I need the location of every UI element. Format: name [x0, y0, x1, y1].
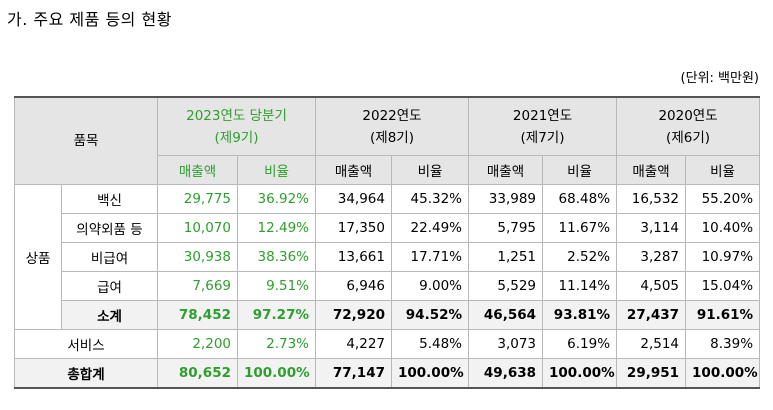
cell: 80,652 — [157, 358, 238, 389]
row-name: 급여 — [61, 271, 158, 301]
cell: 55.20% — [685, 184, 761, 214]
service-row: 서비스 2,200 2.73% 4,227 5.48% 3,073 6.19% … — [14, 329, 761, 359]
cell: 77,147 — [315, 358, 392, 389]
cell: 34,964 — [315, 184, 392, 214]
header-sales: 매출액 — [616, 155, 687, 185]
period-term: (제8기) — [370, 129, 414, 146]
subtotal-row: 소계 78,452 97.27% 72,920 94.52% 46,564 93… — [15, 300, 761, 330]
unit-label: (단위: 백만원) — [680, 71, 759, 86]
cell: 10.40% — [685, 213, 761, 243]
cell: 46,564 — [468, 300, 544, 330]
row-name: 의약외품 등 — [61, 213, 158, 243]
cell: 11.14% — [542, 271, 618, 301]
group-label: 상품 — [14, 184, 62, 330]
row-name: 비급여 — [61, 242, 158, 272]
header-period-2023: 2023연도 당분기 (제9기) — [157, 96, 316, 156]
cell: 11.67% — [542, 213, 618, 243]
cell: 38.36% — [237, 242, 316, 272]
header-item: 품목 — [14, 96, 158, 185]
cell: 97.27% — [237, 300, 316, 330]
cell: 30,938 — [157, 242, 238, 272]
cell: 10.97% — [685, 242, 761, 272]
cell: 5,795 — [468, 213, 544, 243]
cell: 8.39% — [685, 329, 761, 359]
period-term: (제9기) — [214, 129, 259, 146]
header-sales: 매출액 — [315, 155, 392, 185]
cell: 100.00% — [390, 358, 470, 389]
total-row: 총합계 80,652 100.00% 77,147 100.00% 49,638… — [14, 358, 761, 389]
table-row: 급여 7,669 9.51% 6,946 9.00% 5,529 11.14% … — [15, 271, 761, 301]
row-name: 소계 — [61, 300, 158, 330]
cell: 6.19% — [542, 329, 618, 359]
header-ratio: 비율 — [237, 155, 316, 185]
header-sales: 매출액 — [468, 155, 544, 185]
row-name: 총합계 — [14, 358, 158, 389]
cell: 5.48% — [390, 329, 470, 359]
cell: 4,227 — [315, 329, 392, 359]
header-period-2022: 2022연도 (제8기) — [314, 96, 470, 156]
header-period-2021: 2021연도 (제7기) — [468, 96, 618, 156]
cell: 9.51% — [237, 271, 316, 301]
cell: 2.73% — [237, 329, 316, 359]
row-name: 서비스 — [14, 329, 158, 359]
period-term: (제6기) — [666, 129, 711, 146]
cell: 45.32% — [390, 184, 470, 214]
cell: 2.52% — [542, 242, 618, 272]
cell: 93.81% — [542, 300, 618, 330]
period-year: 2022연도 — [362, 107, 422, 124]
header-ratio: 비율 — [685, 155, 761, 185]
cell: 15.04% — [685, 271, 761, 301]
period-year: 2021연도 — [512, 107, 573, 124]
table-row: 의약외품 등 10,070 12.49% 17,350 22.49% 5,795… — [15, 213, 761, 243]
cell: 3,287 — [616, 242, 687, 272]
cell: 12.49% — [237, 213, 316, 243]
cell: 78,452 — [157, 300, 238, 330]
cell: 27,437 — [616, 300, 687, 330]
period-year: 2023연도 당분기 — [186, 107, 287, 124]
header-sales: 매출액 — [157, 155, 238, 185]
cell: 2,514 — [616, 329, 687, 359]
cell: 100.00% — [237, 358, 316, 389]
header-ratio: 비율 — [542, 155, 618, 185]
period-term: (제7기) — [520, 129, 565, 146]
cell: 4,505 — [616, 271, 687, 301]
cell: 9.00% — [390, 271, 470, 301]
cell: 6,946 — [315, 271, 392, 301]
cell: 3,114 — [616, 213, 687, 243]
cell: 13,661 — [315, 242, 392, 272]
cell: 3,073 — [468, 329, 544, 359]
cell: 17,350 — [315, 213, 392, 243]
cell: 33,989 — [468, 184, 544, 214]
cell: 29,951 — [616, 358, 687, 389]
cell: 16,532 — [616, 184, 687, 214]
cell: 22.49% — [390, 213, 470, 243]
cell: 10,070 — [157, 213, 238, 243]
cell: 100.00% — [685, 358, 761, 389]
cell: 7,669 — [157, 271, 238, 301]
cell: 17.71% — [390, 242, 470, 272]
table-row: 상품 백신 29,775 36.92% 34,964 45.32% 33,989… — [14, 184, 761, 330]
cell: 68.48% — [542, 184, 618, 214]
cell: 29,775 — [157, 184, 238, 214]
header-period-2020: 2020연도 (제6기) — [616, 96, 761, 156]
cell: 36.92% — [237, 184, 316, 214]
period-year: 2020연도 — [658, 107, 718, 124]
cell: 72,920 — [315, 300, 392, 330]
product-sales-table: 품목 2023연도 당분기 (제9기) 2022연도 (제8기) 2021연도 … — [14, 96, 761, 389]
table-row: 비급여 30,938 38.36% 13,661 17.71% 1,251 2.… — [15, 242, 761, 272]
header-ratio: 비율 — [390, 155, 470, 185]
cell: 5,529 — [468, 271, 544, 301]
row-name: 백신 — [61, 184, 158, 214]
cell: 49,638 — [468, 358, 544, 389]
cell: 2,200 — [157, 329, 238, 359]
cell: 94.52% — [390, 300, 470, 330]
cell: 100.00% — [542, 358, 618, 389]
section-heading: 가. 주요 제품 등의 현황 — [7, 10, 172, 29]
cell: 91.61% — [685, 300, 761, 330]
cell: 1,251 — [468, 242, 544, 272]
